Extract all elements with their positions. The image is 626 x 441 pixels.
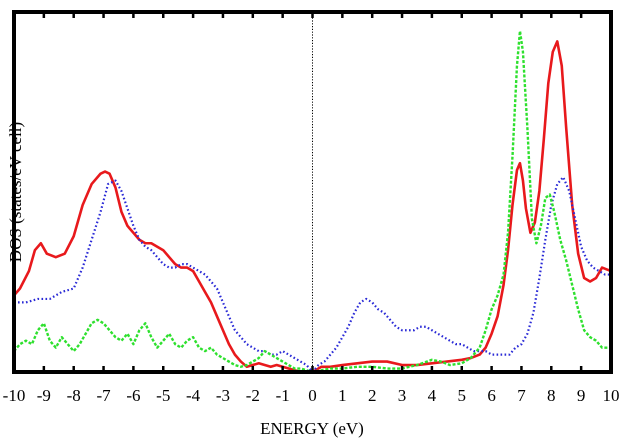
x-tick-label: -5 xyxy=(156,386,170,405)
x-tick-label: 5 xyxy=(458,386,467,405)
x-tick-label: -2 xyxy=(246,386,260,405)
series-layer xyxy=(13,29,612,374)
x-tick-label: 7 xyxy=(517,386,526,405)
x-tick-label: -10 xyxy=(3,386,26,405)
x-tick-label: -8 xyxy=(67,386,81,405)
tick-layer xyxy=(42,12,583,372)
x-tick-label: -1 xyxy=(276,386,290,405)
x-tick-labels: -10 -9 -8 -7 -6 -5 -4 -3 -2 -1 0 1 2 3 4 5 6 7 8 9 10 xyxy=(3,386,620,405)
x-tick-label: -4 xyxy=(186,386,201,405)
x-tick-label: 0 xyxy=(308,386,317,405)
x-tick-label: 2 xyxy=(368,386,377,405)
x-tick-label: -3 xyxy=(216,386,230,405)
y-axis-title: DOS (states/eV cell) xyxy=(6,122,25,262)
x-tick-label: 8 xyxy=(547,386,556,405)
x-tick-label: 4 xyxy=(428,386,437,405)
x-tick-label: 9 xyxy=(577,386,586,405)
x-tick-label: -7 xyxy=(96,386,111,405)
x-tick-label: 6 xyxy=(487,386,496,405)
x-axis-title: ENERGY (eV) xyxy=(260,419,364,438)
dos-series-line-dashed xyxy=(13,29,611,374)
x-tick-label: -9 xyxy=(37,386,51,405)
x-tick-label: -6 xyxy=(126,386,140,405)
x-tick-label: 3 xyxy=(398,386,407,405)
x-tick-label: 1 xyxy=(338,386,347,405)
x-tick-label: 10 xyxy=(603,386,620,405)
dos-series-line-dotted xyxy=(14,176,611,374)
